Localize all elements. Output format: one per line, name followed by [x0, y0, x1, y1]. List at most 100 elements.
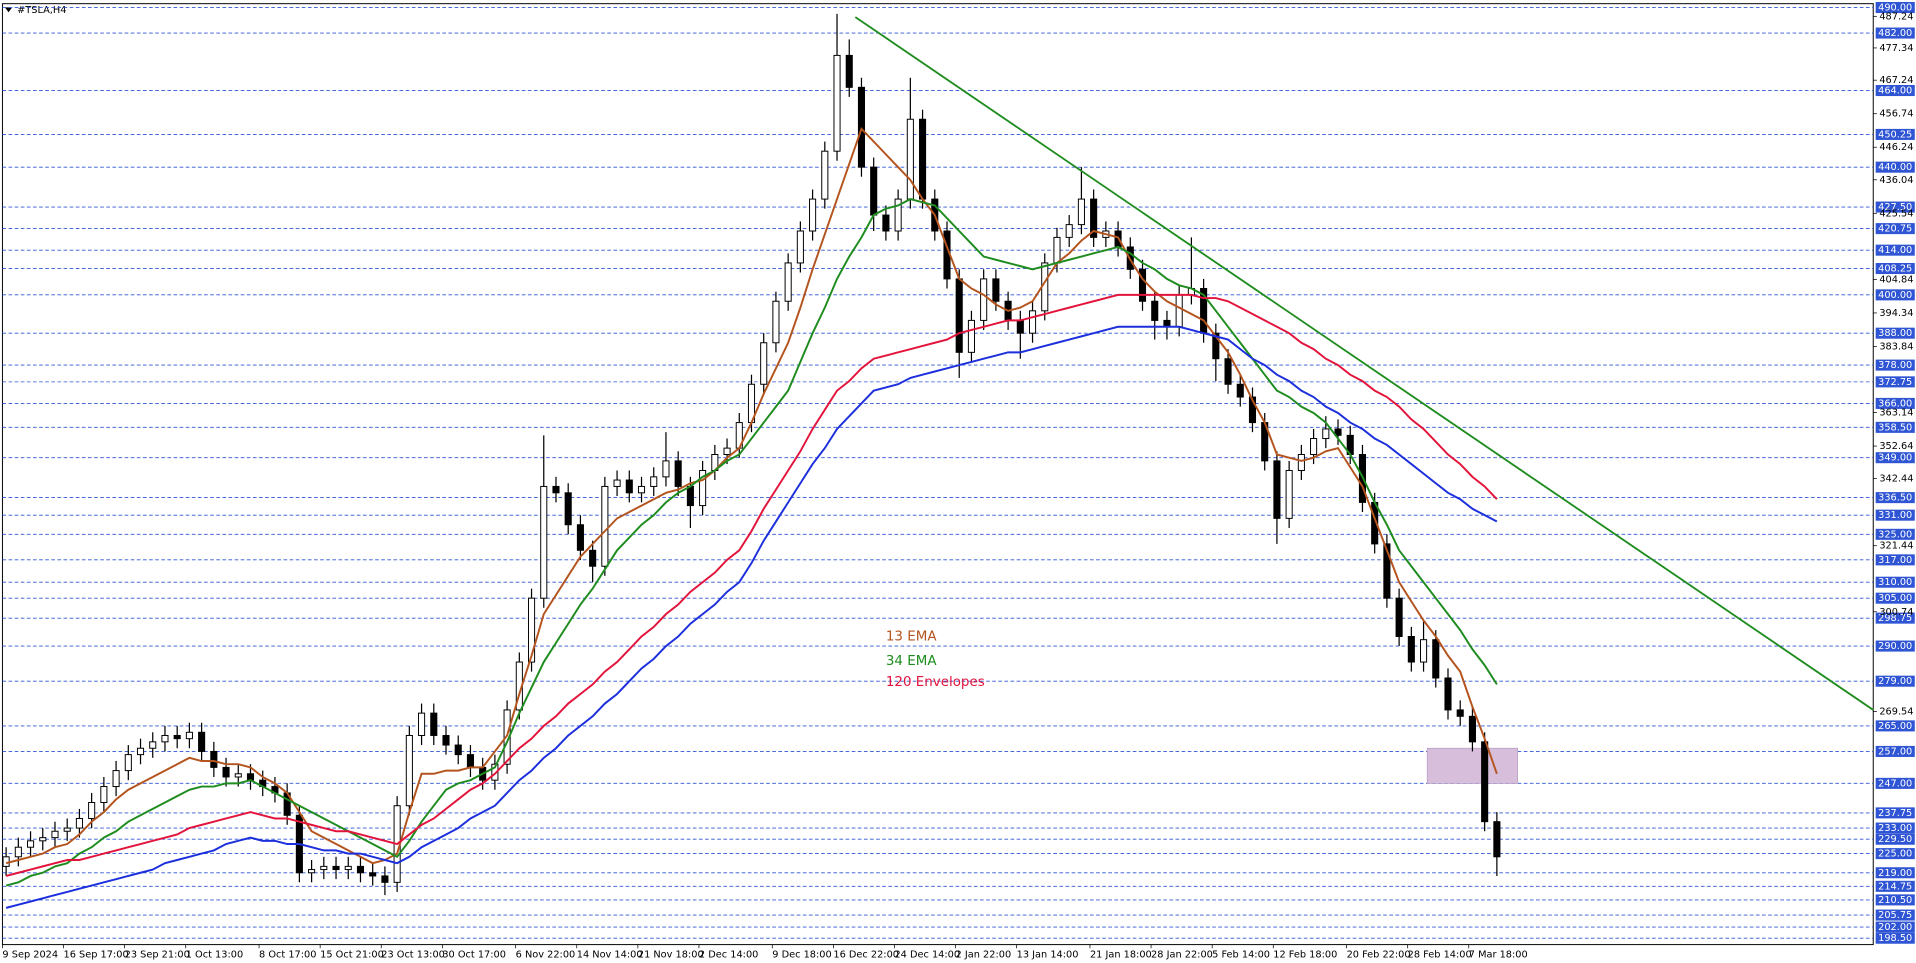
candle-body	[870, 166, 878, 216]
y-tick-label: 487.24	[1879, 11, 1913, 22]
candle-body	[1053, 236, 1061, 264]
candle-body	[1383, 543, 1391, 599]
y-tick-label: 404.84	[1879, 274, 1913, 285]
legend-entry: 13 EMA	[886, 630, 937, 645]
y-tick-label: 425.54	[1879, 208, 1913, 219]
candle-body	[88, 802, 96, 819]
level-label: 205.75	[1878, 910, 1912, 921]
candle-body	[112, 770, 120, 788]
level-label-box	[1875, 327, 1915, 339]
level-label-box	[1875, 675, 1915, 687]
candle-body	[39, 837, 47, 842]
candle-body	[369, 872, 377, 877]
level-label: 490.00	[1878, 3, 1912, 14]
candle-body	[906, 118, 914, 200]
candle-body	[882, 214, 890, 232]
level-label-box	[1875, 289, 1915, 301]
x-tick-label: 9 Dec 18:00	[772, 949, 831, 960]
level-label-box	[1875, 932, 1915, 944]
candle-body	[381, 875, 389, 883]
level-label-box	[1875, 161, 1915, 173]
candle-body	[796, 230, 804, 264]
candle-body	[650, 476, 658, 487]
candle-body	[833, 54, 841, 152]
y-tick-label: 446.24	[1879, 142, 1913, 153]
candle-body	[809, 198, 817, 232]
level-label: 366.00	[1878, 398, 1912, 409]
candle-body	[1248, 396, 1257, 424]
candle-body	[442, 734, 450, 746]
level-label-box	[1875, 612, 1915, 624]
candle-body	[1334, 428, 1342, 436]
level-label: 202.00	[1878, 922, 1912, 933]
candle-body	[491, 763, 499, 781]
level-label: 310.00	[1878, 577, 1912, 588]
candle-body	[356, 865, 365, 874]
candle-body	[1077, 198, 1085, 226]
indicator-line	[5, 293, 1498, 877]
y-tick-label: 352.64	[1879, 441, 1913, 452]
candle-body	[63, 827, 71, 832]
level-label-box	[1875, 822, 1915, 834]
trendline	[854, 16, 1874, 711]
x-tick-label: 23 Oct 13:00	[381, 949, 445, 960]
x-tick-label: 24 Dec 14:00	[894, 949, 960, 960]
candle-body	[564, 492, 572, 526]
candle-body	[1212, 332, 1220, 360]
candle-body	[674, 460, 682, 487]
candle-body	[430, 712, 438, 736]
candle-body	[1481, 741, 1489, 823]
candle-body	[1310, 438, 1318, 455]
level-label: 298.75	[1878, 613, 1912, 624]
level-label: 408.25	[1878, 264, 1912, 275]
level-label: 414.00	[1878, 245, 1912, 256]
candle-body	[2, 856, 10, 867]
level-label: 225.00	[1878, 849, 1912, 860]
level-label: 317.00	[1878, 555, 1912, 566]
y-tick-label: 394.34	[1879, 308, 1913, 319]
level-label: 219.00	[1878, 868, 1912, 879]
y-tick-label: 300.74	[1879, 607, 1913, 618]
x-tick-label: 16 Sep 17:00	[64, 949, 129, 960]
level-label-box	[1875, 745, 1915, 757]
candle-body	[760, 342, 768, 385]
level-label: 229.50	[1878, 834, 1912, 845]
level-label: 464.00	[1878, 86, 1912, 97]
level-label-box	[1875, 909, 1915, 921]
candle-body	[173, 734, 181, 740]
candle-body	[210, 750, 218, 768]
candle-body	[124, 754, 132, 772]
level-label: 325.00	[1878, 529, 1912, 540]
level-label-box	[1875, 244, 1915, 256]
x-tick-label: 23 Sep 21:00	[125, 949, 190, 960]
candle-body	[51, 830, 59, 839]
candle-body	[589, 549, 597, 567]
level-label-box	[1875, 85, 1915, 97]
candle-body	[980, 278, 988, 321]
level-label: 427.50	[1878, 202, 1912, 213]
x-tick-label: 20 Feb 22:00	[1347, 949, 1411, 960]
level-label: 336.50	[1878, 493, 1912, 504]
candle-body	[613, 479, 621, 487]
x-tick-label: 7 Mar 18:00	[1469, 949, 1528, 960]
candle-body	[552, 485, 560, 494]
level-label: 198.50	[1878, 933, 1912, 944]
level-label: 378.00	[1878, 360, 1912, 371]
level-label-box	[1875, 128, 1915, 140]
candle-body	[601, 485, 609, 567]
legend-entry: 34 EMA	[886, 654, 937, 669]
candle-body	[1297, 454, 1305, 471]
level-label: 257.00	[1878, 746, 1912, 757]
level-label-box	[1875, 376, 1915, 388]
candle-body	[662, 460, 670, 478]
candle-body	[576, 524, 584, 551]
candle-body	[1444, 677, 1452, 711]
candle-body	[1138, 268, 1147, 302]
level-label-box	[1875, 452, 1915, 464]
candle-body	[1395, 597, 1403, 637]
y-tick-label: 269.54	[1879, 706, 1913, 717]
candle-body	[821, 150, 829, 200]
level-label: 450.25	[1878, 129, 1912, 140]
